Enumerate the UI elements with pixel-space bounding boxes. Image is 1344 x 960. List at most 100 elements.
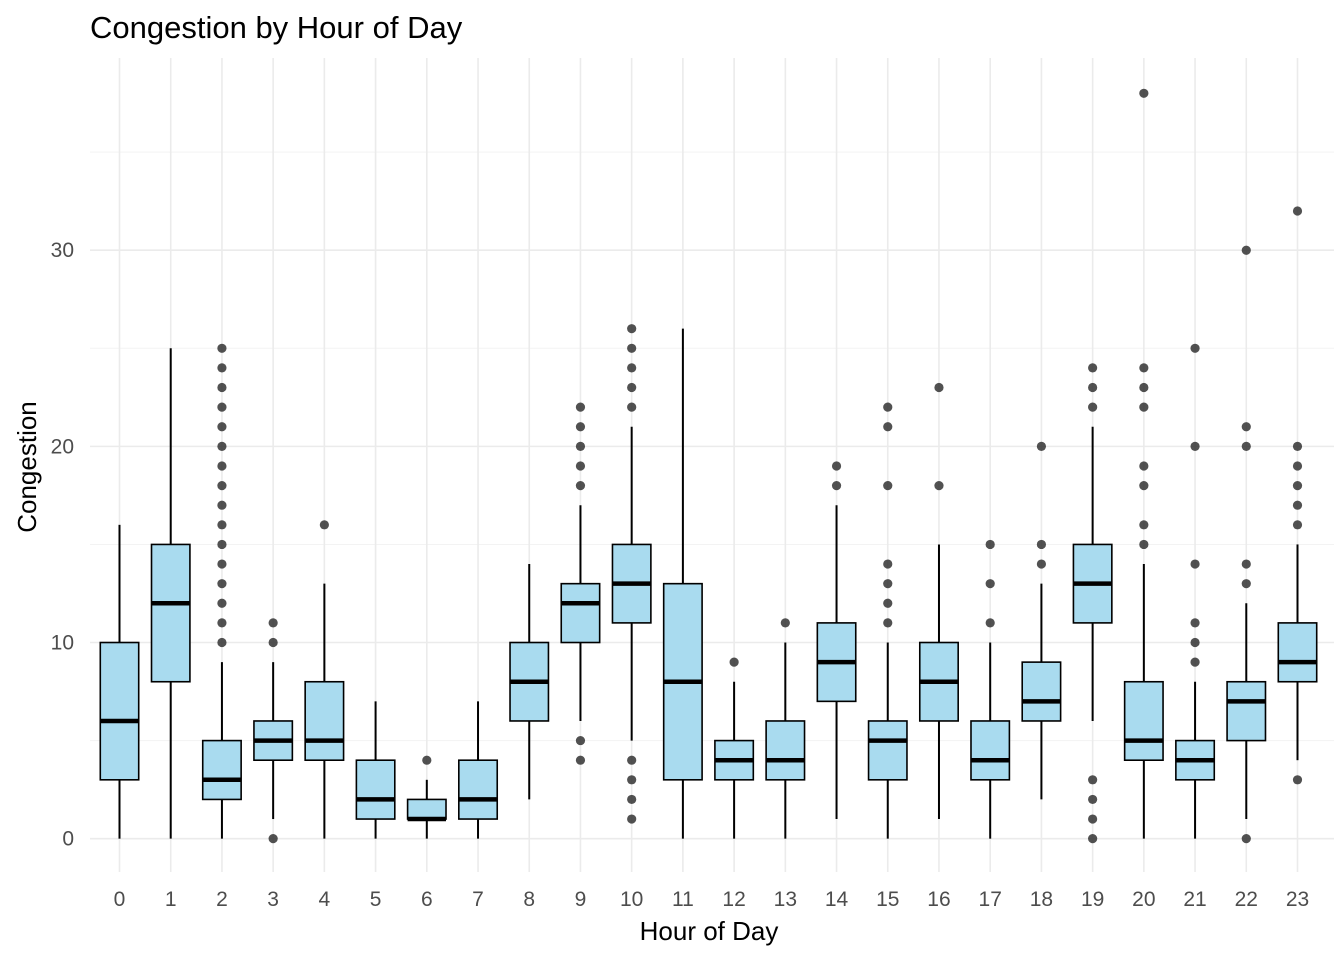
outlier-point — [1190, 657, 1200, 667]
outlier-point — [1190, 618, 1200, 628]
outlier-point — [217, 598, 227, 608]
outlier-point — [985, 579, 995, 589]
box-8 — [509, 564, 550, 800]
box-20 — [1123, 88, 1164, 839]
box-7 — [458, 701, 499, 839]
x-tick-label: 13 — [774, 888, 797, 911]
outlier-point — [1292, 461, 1303, 471]
box-23 — [1277, 206, 1318, 785]
x-tick-label: 18 — [1030, 888, 1053, 911]
iqr-box — [1123, 680, 1164, 761]
outlier-point — [217, 480, 227, 491]
iqr-box — [1277, 622, 1318, 683]
x-tick-label: 12 — [722, 888, 745, 911]
box-12 — [714, 657, 755, 839]
box-0 — [99, 524, 140, 839]
outlier-point — [217, 363, 227, 373]
box-4 — [304, 520, 345, 839]
iqr-box — [406, 798, 447, 820]
box-3 — [253, 618, 294, 844]
outlier-point — [1088, 363, 1098, 373]
outlier-point — [1139, 382, 1149, 393]
outlier-point — [1241, 245, 1251, 255]
x-tick-label: 3 — [267, 888, 279, 911]
box-6 — [406, 755, 447, 839]
outlier-point — [883, 598, 893, 608]
outlier-point — [985, 539, 995, 550]
iqr-box — [1226, 680, 1267, 742]
outlier-point — [1088, 382, 1098, 393]
iqr-box — [150, 543, 191, 683]
box-5 — [355, 701, 396, 839]
outlier-point — [1292, 206, 1303, 216]
outlier-point — [729, 657, 739, 667]
outlier-point — [831, 480, 842, 491]
outlier-point — [985, 618, 995, 628]
x-tick-label: 1 — [165, 888, 177, 911]
outlier-point — [575, 755, 586, 765]
outlier-point — [575, 441, 586, 451]
box-series — [99, 88, 1318, 844]
outlier-point — [780, 618, 790, 628]
iqr-box — [99, 641, 140, 781]
outlier-point — [1241, 834, 1251, 844]
outlier-point — [1292, 480, 1303, 491]
outlier-point — [627, 363, 637, 373]
outlier-point — [627, 402, 637, 412]
outlier-point — [1139, 402, 1149, 412]
outlier-point — [575, 735, 586, 746]
outlier-point — [1036, 441, 1047, 451]
x-tick-label: 0 — [114, 888, 126, 911]
outlier-point — [1190, 343, 1200, 353]
box-9 — [560, 402, 601, 765]
outlier-point — [268, 618, 278, 628]
outlier-point — [217, 559, 227, 569]
outlier-point — [1190, 637, 1200, 648]
outlier-point — [627, 814, 637, 824]
iqr-box — [970, 720, 1011, 781]
x-tick-label: 22 — [1235, 888, 1258, 911]
outlier-point — [883, 618, 893, 628]
outlier-point — [268, 834, 278, 844]
outlier-point — [883, 422, 893, 432]
x-axis-ticks: 0 1 2 3 4 5 6 7 8 9 10 11 12 13 14 15 16 17 18 19 20 21 22 23 — [114, 888, 1310, 911]
y-axis-label: Congestion — [12, 401, 42, 533]
iqr-box — [201, 739, 242, 801]
outlier-point — [422, 755, 432, 765]
outlier-point — [627, 382, 637, 393]
outlier-point — [1036, 559, 1047, 569]
outlier-point — [1190, 441, 1200, 451]
outlier-point — [883, 579, 893, 589]
outlier-point — [217, 402, 227, 412]
outlier-point — [1139, 520, 1149, 530]
outlier-point — [1088, 794, 1098, 805]
outlier-point — [1292, 500, 1303, 510]
outlier-point — [934, 382, 944, 393]
outlier-point — [627, 343, 637, 353]
outlier-point — [319, 520, 329, 530]
outlier-point — [1139, 363, 1149, 373]
x-tick-label: 23 — [1286, 888, 1309, 911]
x-tick-label: 21 — [1183, 888, 1206, 911]
x-axis-label: Hour of Day — [640, 916, 779, 946]
outlier-point — [217, 520, 227, 530]
y-tick-label: 20 — [51, 435, 74, 458]
x-tick-label: 6 — [421, 888, 433, 911]
outlier-point — [1292, 520, 1303, 530]
outlier-point — [575, 480, 586, 491]
iqr-box — [304, 680, 345, 761]
outlier-point — [1241, 559, 1251, 569]
y-tick-label: 0 — [62, 828, 74, 851]
iqr-box — [458, 759, 499, 820]
box-22 — [1226, 245, 1267, 844]
x-tick-label: 8 — [523, 888, 535, 911]
chart-title: Congestion by Hour of Day — [90, 10, 463, 45]
outlier-point — [883, 480, 893, 491]
outlier-point — [217, 637, 227, 648]
outlier-point — [268, 637, 278, 648]
box-18 — [1021, 441, 1062, 800]
y-axis-ticks: 0 10 20 30 — [51, 239, 74, 850]
outlier-point — [217, 461, 227, 471]
x-tick-label: 14 — [825, 888, 849, 911]
